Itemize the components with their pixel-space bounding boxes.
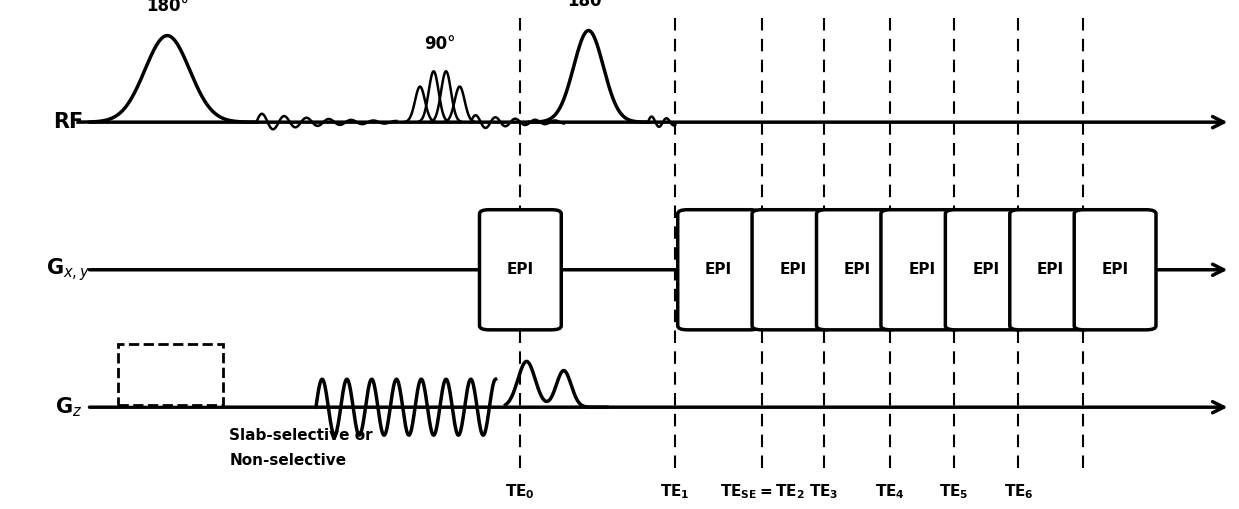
- Text: 90°: 90°: [424, 36, 456, 53]
- Text: EPI: EPI: [779, 262, 807, 277]
- Text: EPI: EPI: [908, 262, 935, 277]
- FancyBboxPatch shape: [817, 210, 898, 330]
- Text: Non-selective: Non-selective: [229, 453, 347, 468]
- Text: $\mathbf{TE_4}$: $\mathbf{TE_4}$: [875, 482, 904, 500]
- Text: 180°: 180°: [146, 0, 188, 15]
- Text: $\mathbf{TE_1}$: $\mathbf{TE_1}$: [660, 482, 690, 500]
- FancyBboxPatch shape: [945, 210, 1027, 330]
- Text: $\mathbf{TE_0}$: $\mathbf{TE_0}$: [506, 482, 535, 500]
- Bar: [118, 344, 223, 405]
- FancyBboxPatch shape: [1074, 210, 1156, 330]
- Text: $\mathbf{G}_{x,y}$: $\mathbf{G}_{x,y}$: [46, 257, 90, 283]
- FancyBboxPatch shape: [678, 210, 760, 330]
- Text: EPI: EPI: [844, 262, 871, 277]
- Text: EPI: EPI: [507, 262, 534, 277]
- Text: $\mathbf{TE_5}$: $\mathbf{TE_5}$: [939, 482, 969, 500]
- Text: EPI: EPI: [705, 262, 732, 277]
- Text: EPI: EPI: [973, 262, 1000, 277]
- Text: EPI: EPI: [1101, 262, 1129, 277]
- Text: $\mathbf{TE_3}$: $\mathbf{TE_3}$: [809, 482, 839, 500]
- Text: $\mathbf{G}_z$: $\mathbf{G}_z$: [55, 395, 82, 419]
- Text: 180°: 180°: [567, 0, 610, 10]
- Text: EPI: EPI: [1037, 262, 1064, 277]
- Text: Slab-selective or: Slab-selective or: [229, 428, 373, 443]
- FancyBboxPatch shape: [752, 210, 834, 330]
- FancyBboxPatch shape: [881, 210, 963, 330]
- Text: $\mathbf{TE_{SE}{=}TE_2}$: $\mathbf{TE_{SE}{=}TE_2}$: [720, 482, 804, 500]
- FancyBboxPatch shape: [479, 210, 561, 330]
- Text: $\mathbf{TE_6}$: $\mathbf{TE_6}$: [1004, 482, 1033, 500]
- Text: RF: RF: [53, 112, 83, 132]
- FancyBboxPatch shape: [1010, 210, 1092, 330]
